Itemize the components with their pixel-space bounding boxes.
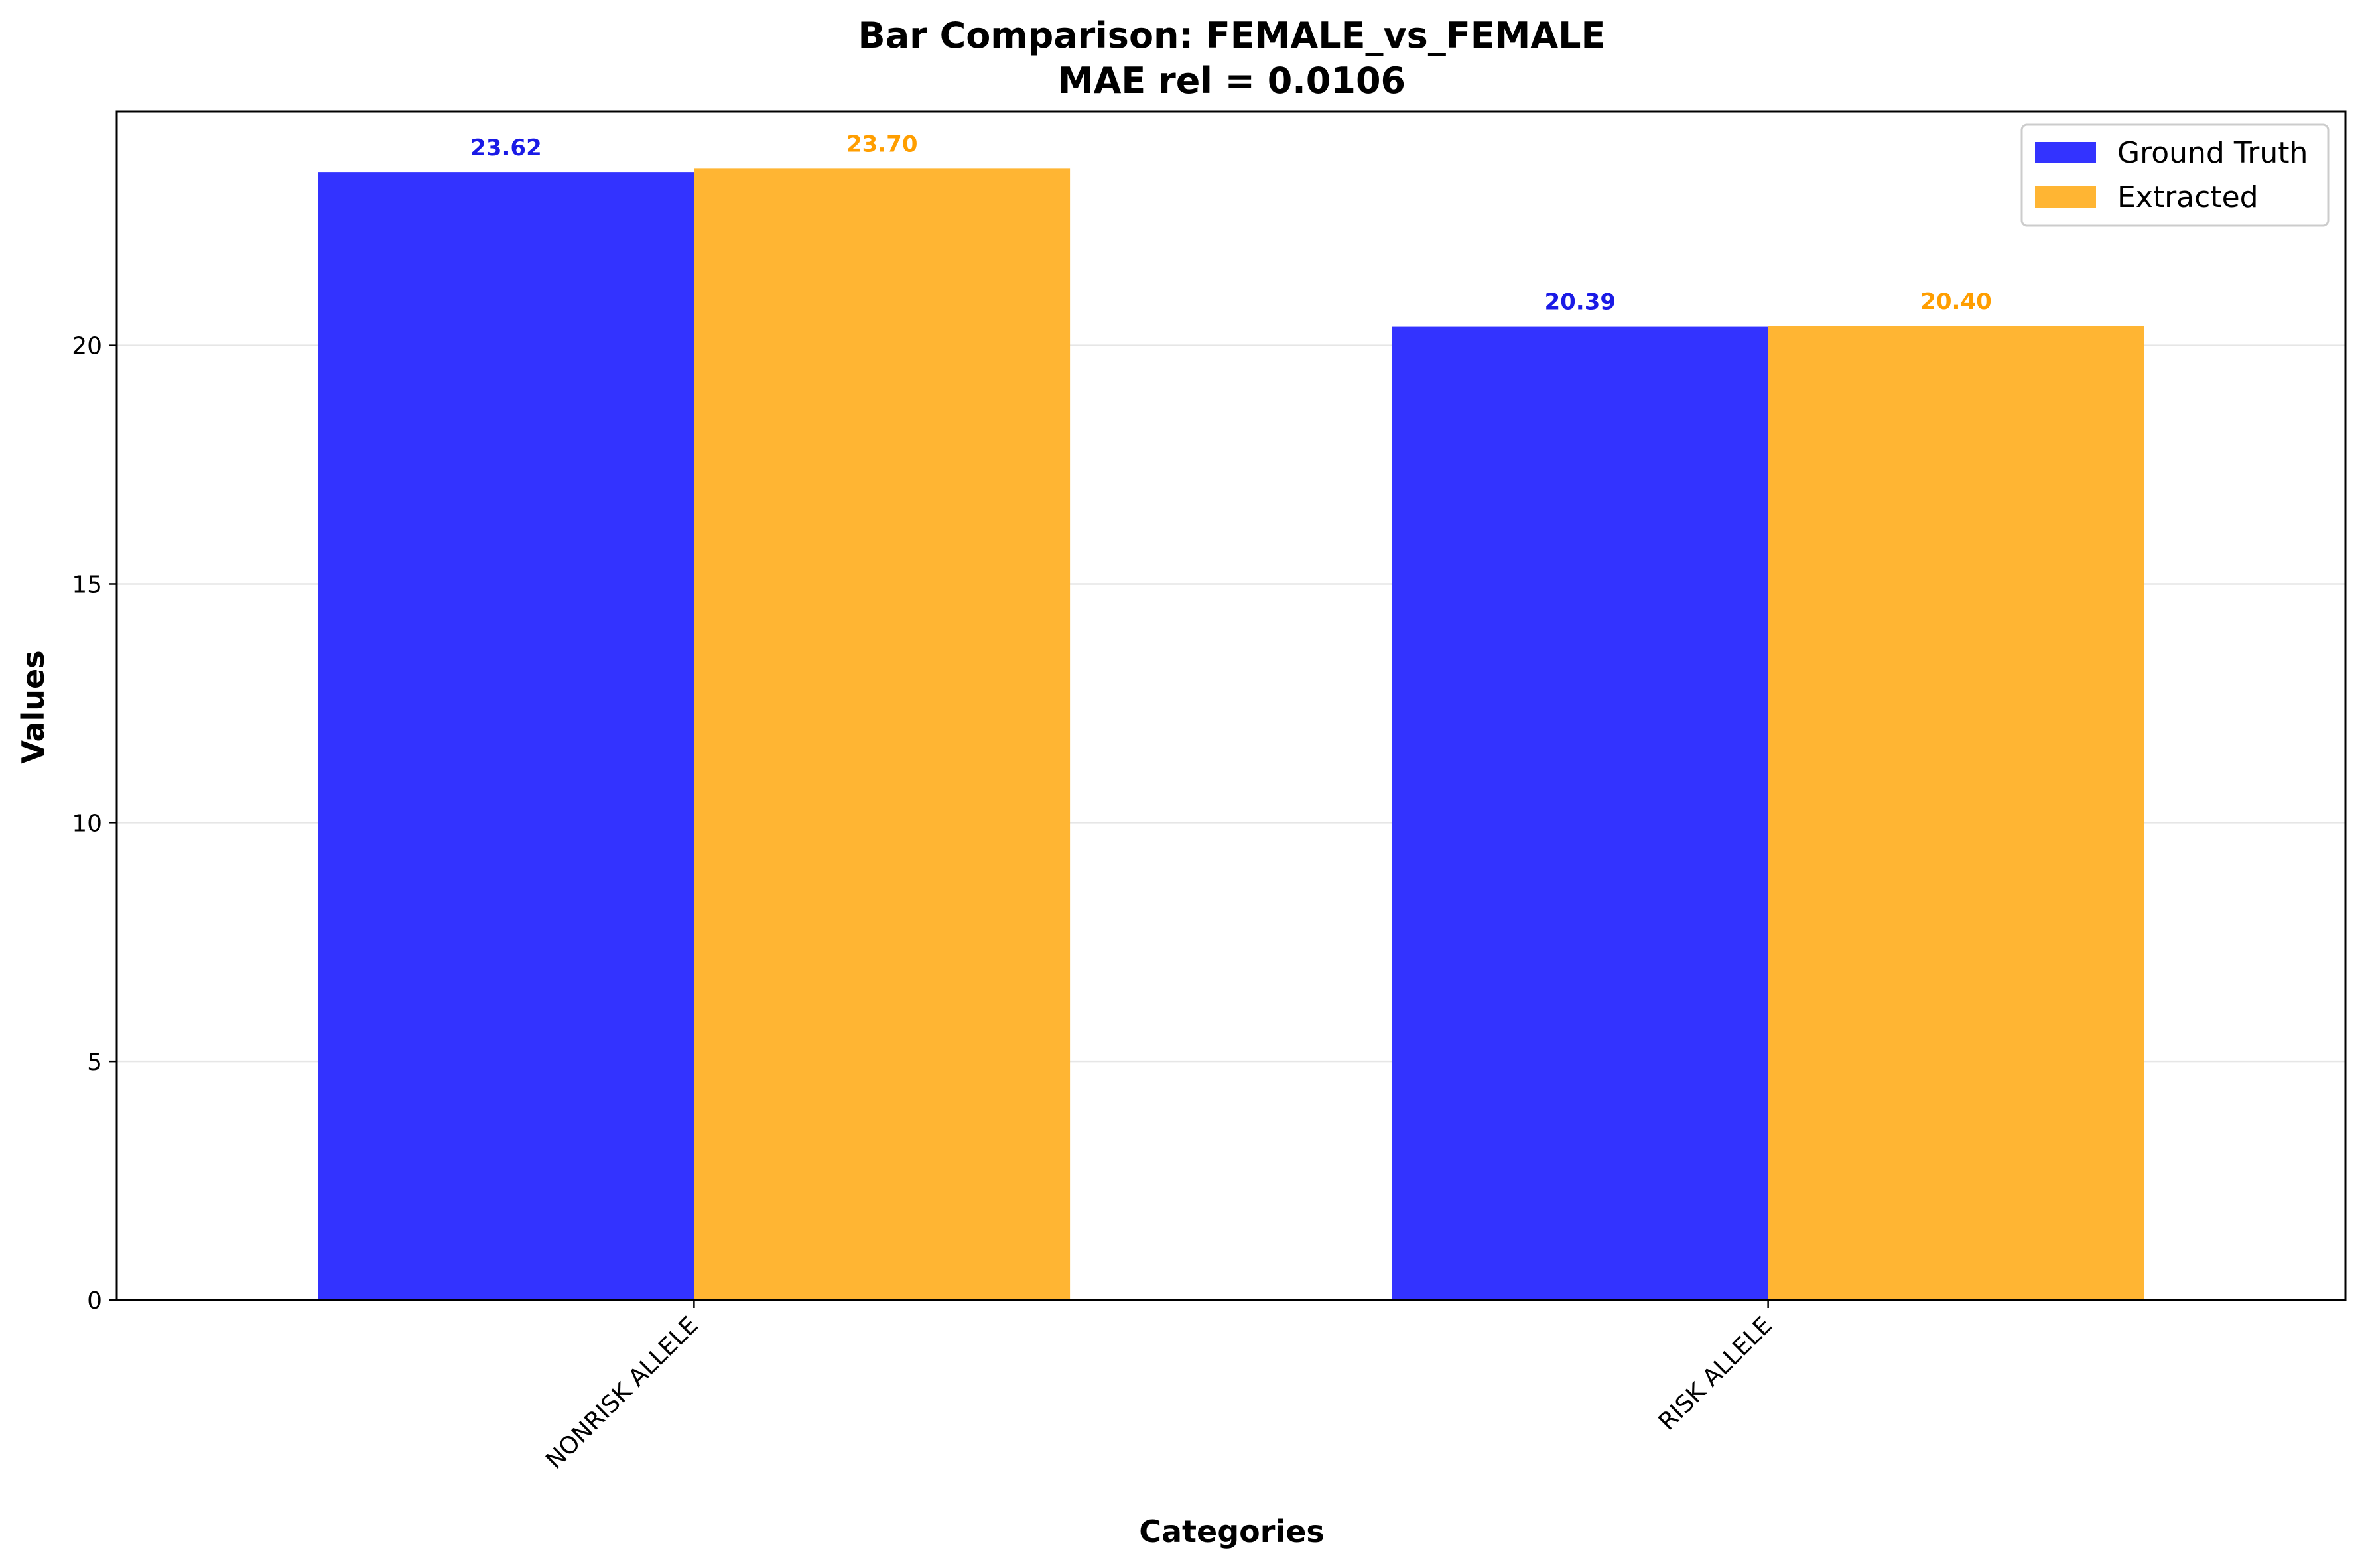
x-axis-label: Categories: [1139, 1514, 1325, 1549]
x-tick-label-0: NONRISK ALLELE: [541, 1311, 703, 1474]
value-label-ground-truth-0: 23.62: [470, 135, 542, 161]
value-label-extracted-1: 20.40: [1920, 289, 1992, 315]
bar-extracted-0: [694, 168, 1071, 1300]
legend-box: [2020, 123, 2330, 227]
plot-frame: [115, 110, 2347, 1301]
y-tick-label-20: 20: [72, 333, 102, 360]
legend-label-extracted: Extracted: [2117, 180, 2259, 214]
x-axis-ticks: NONRISK ALLELE RISK ALLELE: [541, 1300, 1778, 1474]
legend-swatch-extracted: [2035, 186, 2096, 208]
y-axis-ticks: 0 5 10 15 20: [72, 333, 117, 1315]
y-axis-label: Values: [15, 650, 51, 763]
bar-ground-truth-0: [318, 172, 694, 1300]
y-tick-label-0: 0: [87, 1287, 102, 1315]
legend-swatch-ground-truth: [2035, 142, 2096, 163]
bar-ground-truth-1: [1392, 326, 1768, 1301]
y-tick-label-5: 5: [87, 1049, 102, 1076]
y-tick-label-10: 10: [72, 810, 102, 837]
x-tick-label-1: RISK ALLELE: [1654, 1311, 1778, 1435]
legend-label-ground-truth: Ground Truth: [2117, 136, 2308, 170]
legend: Ground Truth Extracted: [2020, 123, 2330, 227]
y-tick-label-15: 15: [72, 571, 102, 598]
value-labels: 23.62 23.70 20.39 20.40: [470, 131, 1992, 315]
chart-subtitle: MAE rel = 0.0106: [1058, 60, 1406, 101]
bar-extracted-1: [1768, 326, 2144, 1300]
chart-title: Bar Comparison: FEMALE_vs_FEMALE: [858, 15, 1606, 56]
value-label-extracted-0: 23.70: [846, 131, 918, 157]
value-label-ground-truth-1: 20.39: [1544, 289, 1616, 316]
bars: [318, 168, 2144, 1301]
